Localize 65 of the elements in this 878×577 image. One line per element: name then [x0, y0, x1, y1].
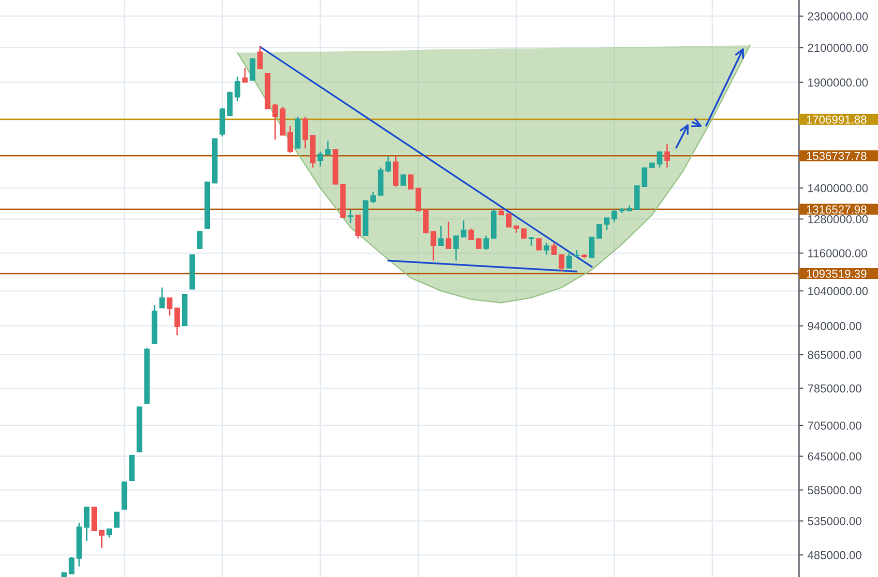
candlestick — [355, 214, 361, 240]
candlestick — [302, 116, 308, 150]
y-tick-label: 940000.00 — [808, 322, 862, 330]
candlestick — [612, 208, 618, 222]
y-tick-label: 645000.00 — [808, 452, 862, 461]
y-tick-label: 1280000.00 — [808, 215, 868, 224]
candlestick — [272, 103, 278, 140]
candlestick — [438, 225, 444, 246]
candlestick — [460, 220, 466, 238]
ref-line-label: 1706991.88 — [806, 116, 866, 124]
candlestick — [521, 228, 527, 240]
candlestick — [476, 238, 482, 250]
candlestick — [483, 234, 489, 251]
candlestick — [318, 150, 324, 168]
candlestick — [392, 155, 398, 188]
candlestick — [566, 250, 572, 270]
candlestick — [664, 143, 670, 168]
candlestick — [196, 230, 203, 250]
y-tick-label: 485000.00 — [808, 551, 862, 560]
candlestick — [287, 125, 293, 154]
candlestick — [446, 221, 452, 250]
y-tick-label: 2300000.00 — [808, 12, 868, 20]
candlestick — [91, 506, 97, 532]
candlestick — [430, 230, 436, 262]
y-tick-label: 1160000.00 — [808, 249, 867, 258]
candlestick — [385, 155, 391, 173]
ref-line-label: 1536737.78 — [806, 152, 866, 160]
candlestick — [596, 224, 602, 239]
candlestick — [506, 212, 512, 228]
candlestick — [227, 90, 233, 116]
candlestick — [68, 556, 74, 575]
candlestick — [588, 236, 594, 258]
y-tick-label: 865000.00 — [808, 350, 862, 359]
candlestick — [250, 58, 256, 81]
candlestick — [242, 67, 248, 83]
candlestick — [325, 140, 331, 156]
candlestick — [536, 238, 542, 251]
y-tick-label: 535000.00 — [808, 517, 862, 526]
ref-line-label: 1093519.39 — [806, 270, 866, 278]
candlestick — [98, 529, 105, 549]
candlestick — [416, 188, 422, 212]
candlestick — [400, 174, 406, 186]
candlestick — [348, 208, 354, 224]
candlestick — [604, 216, 610, 231]
y-tick-label: 1040000.00 — [808, 287, 868, 296]
candlestick — [370, 191, 376, 204]
y-tick-label: 705000.00 — [808, 422, 862, 430]
ref-line-label: 1316527.98 — [806, 205, 866, 214]
candlestick — [544, 242, 550, 256]
candlestick — [423, 209, 429, 234]
candlestick — [453, 234, 459, 262]
y-tick-label: 1400000.00 — [808, 184, 868, 192]
candlestick — [174, 307, 180, 336]
candlestick — [114, 511, 120, 528]
y-tick-label: 1900000.00 — [808, 78, 868, 87]
candlestick — [234, 76, 240, 102]
candlestick — [257, 45, 263, 70]
candlestick — [159, 286, 165, 309]
y-tick-label: 2100000.00 — [808, 44, 868, 52]
candlestick — [468, 228, 474, 241]
candlestick — [84, 506, 90, 542]
y-tick-label: 785000.00 — [808, 384, 862, 393]
candlestick — [408, 174, 414, 190]
y-tick-label: 585000.00 — [808, 486, 862, 494]
candlestick — [166, 296, 172, 316]
